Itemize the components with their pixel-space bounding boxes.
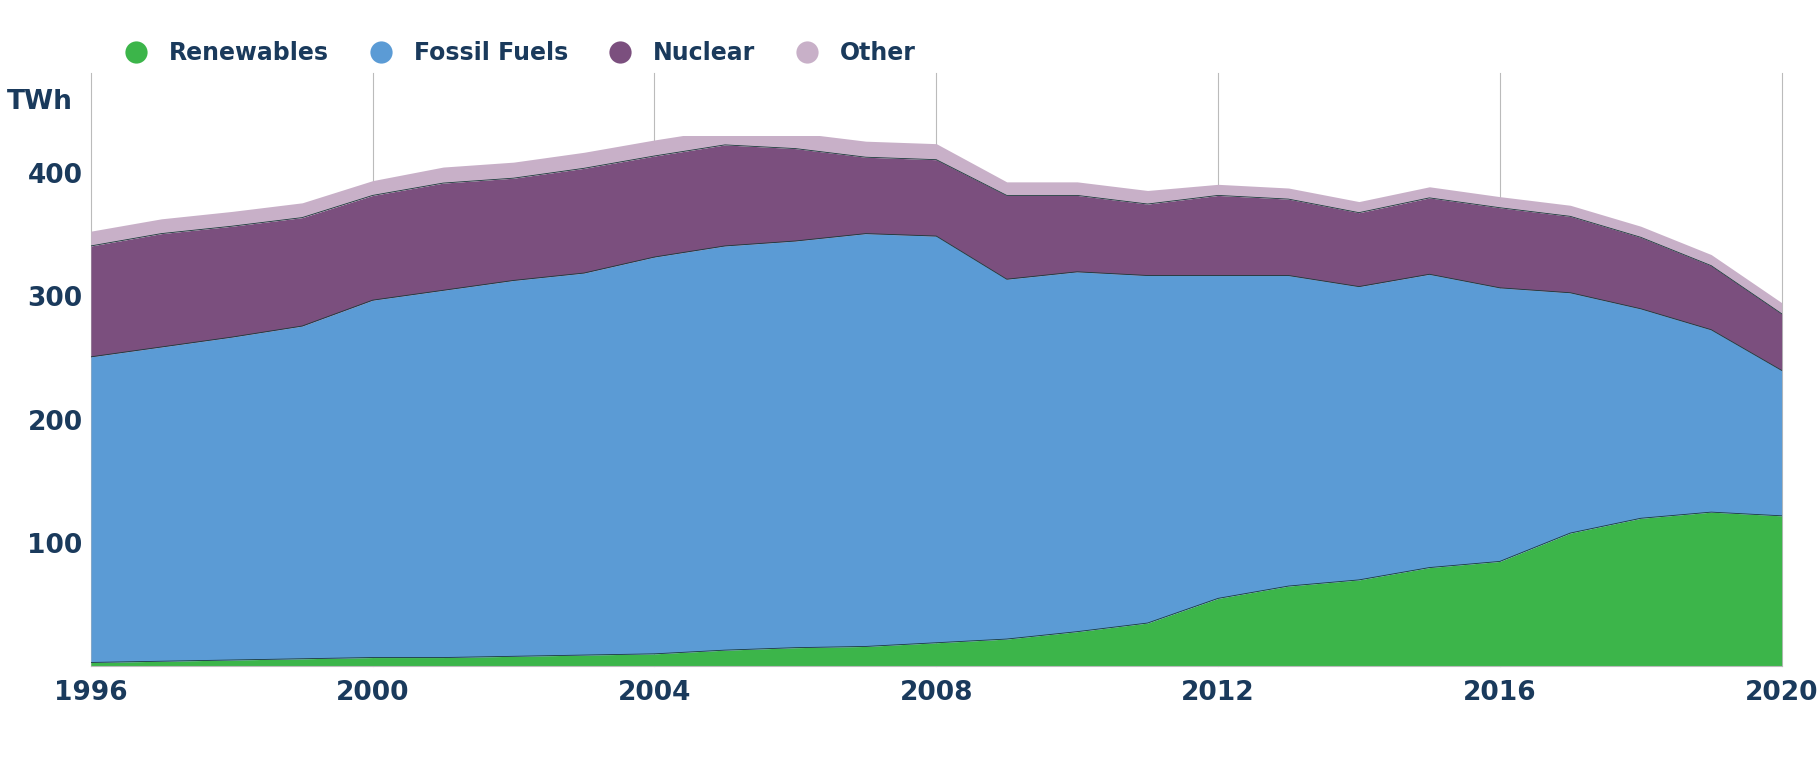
Legend: Renewables, Fossil Fuels, Nuclear, Other: Renewables, Fossil Fuels, Nuclear, Other (102, 32, 925, 74)
Y-axis label: TWh: TWh (7, 89, 73, 115)
